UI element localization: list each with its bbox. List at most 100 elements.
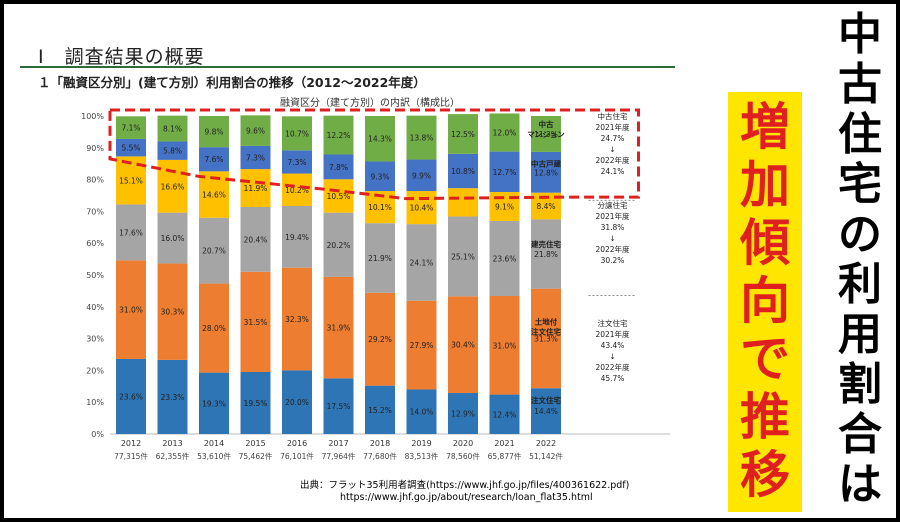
source-line-1: 出典：フラット35利用者調査(https://www.jhf.go.jp/fil… [300, 480, 630, 491]
side-note-text: 30.2% [601, 256, 625, 265]
side-note-text: 2021年度 [595, 122, 630, 132]
bar-segment [116, 260, 146, 359]
data-label: 12.0% [493, 129, 517, 138]
data-label: 31.9% [327, 324, 351, 333]
data-label: 7.3% [287, 158, 306, 167]
data-label: 12.2% [327, 131, 351, 140]
inline-series-label: マンション [527, 130, 565, 139]
headline-char: は [838, 459, 882, 510]
bar-segment [282, 116, 312, 151]
bar-segment [240, 271, 271, 372]
data-label: 9.6% [246, 127, 265, 136]
count-label: 77,680件 [363, 451, 397, 461]
chart-title: 融資区分（建て方別）の内訳（構成比） [280, 96, 460, 109]
bar-segment [240, 115, 271, 146]
bar-segment [531, 219, 561, 289]
data-label: 28.0% [202, 324, 226, 333]
data-label: 9.3% [370, 172, 389, 181]
bar-segment [365, 292, 395, 386]
bar-segment [116, 138, 146, 157]
bar-segment [323, 212, 354, 277]
bar-segment [365, 385, 395, 434]
inline-series-label: 中古 [539, 119, 554, 129]
headline-char: 宅 [838, 159, 882, 210]
headline-char: 割 [838, 359, 882, 410]
y-tick-label: 90% [86, 144, 104, 153]
data-label: 23.6% [493, 254, 517, 263]
bar-segment [199, 283, 229, 373]
source-citation: 出典：フラット35利用者調査(https://www.jhf.go.jp/fil… [300, 480, 629, 504]
data-label: 20.0% [285, 398, 309, 407]
bar-segment [448, 216, 478, 297]
side-note-text: ↓ [609, 234, 615, 243]
y-tick-label: 40% [86, 303, 104, 312]
x-tick-label: 2020 [453, 439, 473, 448]
bar-segment [489, 113, 520, 152]
data-label: 31.5% [244, 318, 268, 327]
bar-segment [531, 151, 561, 193]
x-tick-label: 2014 [204, 439, 224, 448]
bar-segment [365, 161, 395, 192]
inline-series-label: 土地付 [535, 316, 558, 326]
bar-segment [157, 159, 188, 213]
data-label: 10.8% [451, 167, 475, 176]
data-label: 13.8% [410, 134, 434, 143]
side-note-text: 2022年度 [595, 244, 630, 254]
bar-segment [282, 173, 312, 206]
side-note-text: ↓ [609, 145, 615, 154]
data-label: 10.1% [368, 203, 392, 212]
bar-segment [323, 115, 354, 155]
bar-segment [282, 150, 312, 174]
y-tick-label: 100% [81, 112, 104, 121]
count-label: 51,142件 [529, 451, 563, 461]
y-tick-label: 30% [86, 335, 104, 344]
count-label: 53,610件 [197, 451, 231, 461]
headline-char: 中 [838, 9, 882, 60]
data-label: 10.5% [327, 192, 351, 201]
bar-segment [365, 116, 395, 162]
bar-segment [157, 115, 188, 142]
side-note-text: 2021年度 [595, 211, 630, 221]
data-label: 14.3% [368, 135, 392, 144]
bar-segment [406, 159, 437, 192]
count-label: 62,355件 [156, 451, 190, 461]
data-label: 20.4% [244, 235, 268, 244]
data-label: 11.3% [534, 130, 558, 139]
data-label: 31.3% [534, 334, 558, 343]
x-tick-label: 2018 [370, 439, 390, 448]
side-note-text: 注文住宅 [598, 318, 628, 328]
bar-segment [157, 263, 188, 360]
data-label: 7.6% [204, 155, 223, 164]
headline-char: 用 [838, 309, 882, 360]
chart-subtitle: １「融資区分別」(建て方別）利用割合の推移（2012～2022年度） [38, 75, 426, 90]
headline-char: 合 [838, 409, 882, 460]
data-label: 14.4% [534, 407, 558, 416]
y-tick-label: 80% [86, 176, 104, 185]
x-tick-label: 2016 [287, 439, 307, 448]
data-label: 20.2% [327, 241, 351, 250]
inline-series-label: 建売住宅 [530, 239, 561, 249]
data-label: 30.3% [161, 308, 185, 317]
count-label: 77,315件 [114, 451, 148, 461]
data-label: 19.3% [202, 399, 226, 408]
bar-segment [406, 115, 437, 160]
data-label: 12.4% [493, 410, 517, 419]
bar-segment [448, 296, 478, 393]
bar-segment [282, 267, 312, 371]
side-note-text: 31.8% [601, 223, 625, 232]
bar-segment [116, 204, 146, 261]
data-label: 14.0% [410, 408, 434, 417]
data-label: 11.9% [244, 184, 268, 193]
side-note-text: 45.7% [601, 374, 625, 383]
data-label: 31.0% [119, 306, 143, 315]
data-label: 9.9% [412, 171, 431, 180]
data-label: 17.6% [119, 228, 143, 237]
bar-segment [282, 205, 312, 268]
highlight-dashed-outline [108, 108, 640, 201]
data-label: 16.6% [161, 182, 185, 191]
y-tick-label: 0% [91, 430, 104, 439]
data-label: 5.5% [121, 144, 140, 153]
bar-segment [199, 147, 229, 172]
data-label: 12.5% [451, 130, 475, 139]
side-note-text: 中古住宅 [598, 111, 628, 121]
